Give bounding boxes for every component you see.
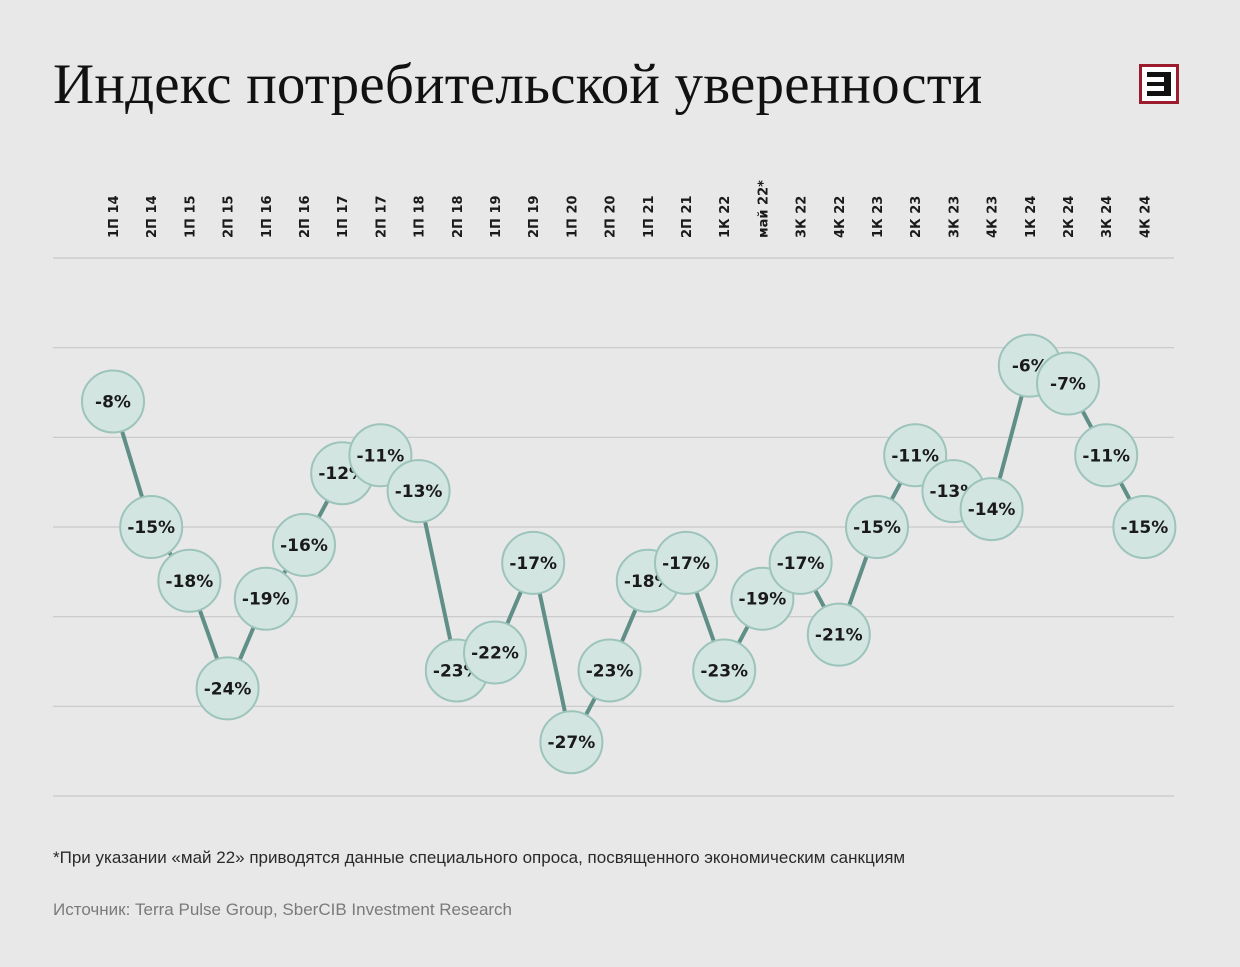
data-label: -16% [280,536,328,556]
e-letter-logo-icon [1139,64,1179,104]
x-tick-label: 1П 19 [489,195,504,238]
source-note: Источник: Terra Pulse Group, SberCIB Inv… [53,900,513,919]
data-point [195,656,260,721]
x-tick-label: 2П 14 [145,195,160,238]
data-label: -17% [777,554,825,574]
data-label: -23% [586,661,634,681]
x-tick-label: 1П 14 [107,195,122,238]
data-label: -15% [127,518,175,538]
x-tick-label: 4К 22 [833,196,848,238]
data-point [806,602,871,667]
data-label: -19% [242,590,290,610]
x-tick-label: 2П 20 [604,195,619,238]
x-tick-label: 4К 23 [986,196,1001,238]
x-axis-ticks: 1П 14 2П 14 1П 15 2П 15 1П 16 2П 16 1П 17 2П 17… [107,180,1153,238]
x-tick-label: 1П 15 [183,195,198,238]
data-point [768,530,833,595]
data-point [1112,495,1177,559]
data-point [845,495,909,559]
data-label: -18% [166,572,214,592]
x-tick-label: 1К 23 [871,196,886,238]
data-point [119,495,184,559]
data-label: -27% [548,733,596,753]
data-label: -11% [357,446,405,466]
data-label: -24% [204,679,252,699]
data-label: -14% [968,500,1016,520]
data-point [539,710,604,775]
data-label: -13% [395,482,443,502]
x-tick-label: 2П 17 [374,195,389,238]
x-tick-label: 1К 22 [718,196,733,238]
data-label: -8% [95,392,131,412]
x-tick-label: 1П 20 [565,195,580,238]
data-label: -22% [471,644,519,664]
data-label: -15% [1121,518,1169,538]
data-point [1074,423,1139,488]
x-tick-label: 2К 24 [1062,196,1077,238]
x-tick-label: май 22* [756,180,771,238]
data-point [654,530,718,595]
x-tick-label: 2П 15 [222,195,237,238]
page-title: Индекс потребительской уверенности [53,53,983,116]
data-point [577,638,642,703]
x-tick-label: 1П 21 [642,195,657,238]
data-point [272,512,336,577]
data-point [233,566,298,631]
footnote: *При указании «май 22» приводятся данные… [53,848,906,867]
data-label: -19% [739,590,787,610]
data-point [959,477,1024,542]
data-label: -17% [509,554,557,574]
data-point [1036,351,1100,416]
x-tick-label: 1П 17 [336,195,351,238]
x-tick-label: 2П 21 [680,195,695,238]
data-label: -7% [1050,375,1086,395]
x-tick-label: 2К 23 [909,196,924,238]
x-tick-label: 4К 24 [1138,196,1153,238]
data-points: -8%-15%-18%-24%-19%-16%-12%-11%-13%-23%-… [81,333,1177,775]
x-tick-label: 3К 23 [947,196,962,238]
x-tick-label: 1К 24 [1024,196,1039,238]
x-tick-label: 3К 22 [795,196,810,238]
x-tick-label: 1П 16 [260,195,275,238]
data-label: -23% [700,661,748,681]
data-label: -11% [891,446,939,466]
x-tick-label: 2П 19 [527,195,542,238]
data-label: -15% [853,518,901,538]
data-point [692,638,757,703]
data-point [501,530,566,595]
x-tick-label: 1П 18 [413,195,428,238]
x-tick-label: 2П 18 [451,195,466,238]
x-tick-label: 3К 24 [1100,196,1115,238]
x-tick-label: 2П 16 [298,195,313,238]
data-point [463,620,527,685]
data-point [157,548,222,613]
data-label: -11% [1082,446,1130,466]
data-label: -21% [815,626,863,646]
data-point [386,459,451,524]
data-point [81,369,145,434]
data-label: -17% [662,554,710,574]
